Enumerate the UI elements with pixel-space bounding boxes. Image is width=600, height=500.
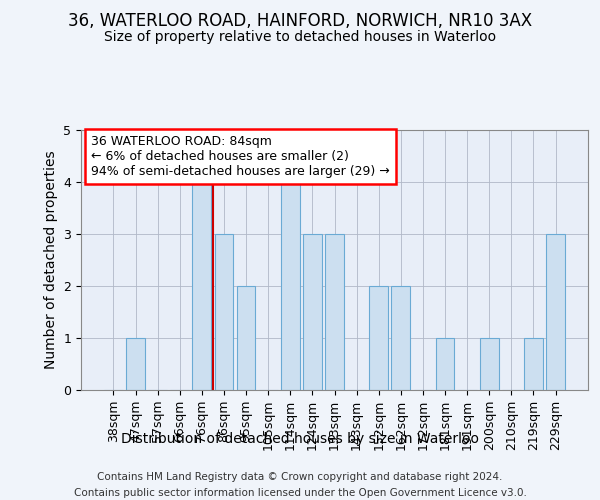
Bar [391, 286, 410, 390]
Bar [546, 234, 565, 390]
Bar [524, 338, 543, 390]
Text: 36, WATERLOO ROAD, HAINFORD, NORWICH, NR10 3AX: 36, WATERLOO ROAD, HAINFORD, NORWICH, NR… [68, 12, 532, 30]
Bar [215, 234, 233, 390]
Text: Contains HM Land Registry data © Crown copyright and database right 2024.: Contains HM Land Registry data © Crown c… [97, 472, 503, 482]
Text: 36 WATERLOO ROAD: 84sqm
← 6% of detached houses are smaller (2)
94% of semi-deta: 36 WATERLOO ROAD: 84sqm ← 6% of detached… [91, 135, 390, 178]
Bar [236, 286, 256, 390]
Bar [436, 338, 454, 390]
Text: Size of property relative to detached houses in Waterloo: Size of property relative to detached ho… [104, 30, 496, 44]
Bar [325, 234, 344, 390]
Text: Distribution of detached houses by size in Waterloo: Distribution of detached houses by size … [121, 432, 479, 446]
Bar [126, 338, 145, 390]
Bar [193, 182, 211, 390]
Bar [303, 234, 322, 390]
Bar [480, 338, 499, 390]
Text: Contains public sector information licensed under the Open Government Licence v3: Contains public sector information licen… [74, 488, 526, 498]
Bar [370, 286, 388, 390]
Bar [281, 182, 299, 390]
Y-axis label: Number of detached properties: Number of detached properties [44, 150, 58, 370]
